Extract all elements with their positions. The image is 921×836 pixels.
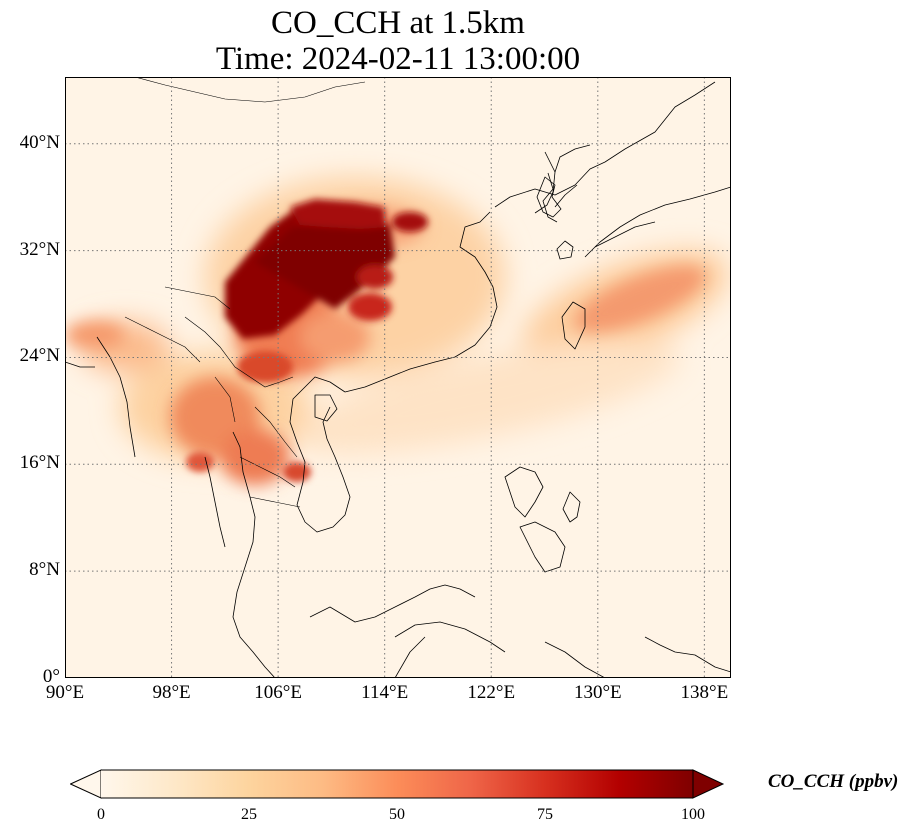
lat-tick-label: 24°N (19, 345, 60, 367)
lat-tick-label: 16°N (19, 452, 60, 474)
concentration-map (65, 77, 731, 678)
lon-tick-label: 122°E (467, 682, 516, 703)
lon-tick-label: 138°E (680, 682, 729, 703)
chart-title: CO_CCH at 1.5km (271, 5, 525, 41)
lat-tick-label: 0° (42, 666, 60, 687)
colorbar (70, 769, 725, 799)
lon-tick-label: 90°E (45, 682, 85, 703)
borders (124, 77, 366, 508)
colorbar-label: CO_CCH (ppbv) (768, 771, 899, 792)
lat-tick-label: 32°N (19, 238, 60, 260)
chart-subtitle: Time: 2024-02-11 13:00:00 (215, 41, 581, 77)
lon-tick-label: 114°E (361, 682, 409, 703)
colorbar-tick-label: 100 (681, 806, 705, 823)
lat-tick-label: 40°N (19, 131, 60, 153)
colorbar-tick-label: 25 (241, 806, 257, 823)
colorbar-max-extend (692, 769, 725, 799)
lat-tick-label: 8°N (29, 559, 60, 581)
lon-tick-label: 106°E (254, 682, 302, 703)
colorbar-tick-label: 75 (537, 806, 553, 823)
colorbar-tick-label: 0 (97, 806, 105, 823)
colorbar-min-extend (70, 769, 102, 799)
gridlines (65, 77, 731, 678)
colorbar-tick-label: 50 (389, 806, 405, 823)
concentration-field (65, 177, 729, 485)
colorbar-gradient (101, 770, 693, 798)
lon-tick-label: 98°E (152, 682, 191, 703)
lon-tick-label: 130°E (573, 682, 622, 703)
map-border (65, 77, 731, 678)
coastlines (65, 81, 731, 678)
